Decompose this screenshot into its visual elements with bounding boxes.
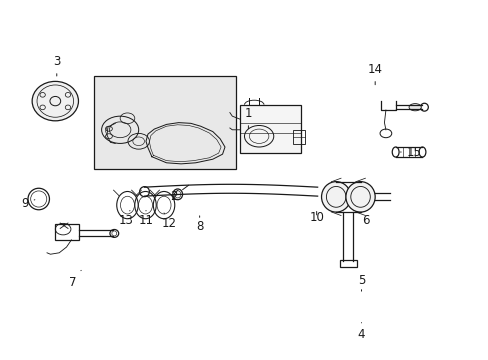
Text: 7: 7 [69, 270, 81, 289]
Text: 10: 10 [308, 211, 324, 224]
Text: 2: 2 [170, 185, 188, 203]
Text: 3: 3 [53, 55, 61, 76]
Bar [55, 224, 79, 240]
Ellipse shape [345, 181, 374, 212]
Text: 13: 13 [119, 211, 134, 227]
Text: 6: 6 [356, 212, 368, 227]
Text: 1: 1 [244, 107, 252, 129]
Bar [293, 130, 305, 144]
Text: 12: 12 [161, 213, 176, 230]
Ellipse shape [321, 181, 350, 212]
Text: 5: 5 [357, 274, 365, 291]
Bar [339, 260, 356, 267]
Text: 15: 15 [400, 145, 421, 158]
Text: 11: 11 [138, 211, 153, 227]
Ellipse shape [32, 81, 78, 121]
Text: 14: 14 [367, 63, 382, 85]
Bar [239, 105, 300, 153]
Text: 4: 4 [357, 323, 365, 341]
Bar [94, 76, 235, 169]
Ellipse shape [408, 104, 420, 111]
Text: 8: 8 [196, 216, 203, 233]
Text: 9: 9 [21, 197, 35, 210]
